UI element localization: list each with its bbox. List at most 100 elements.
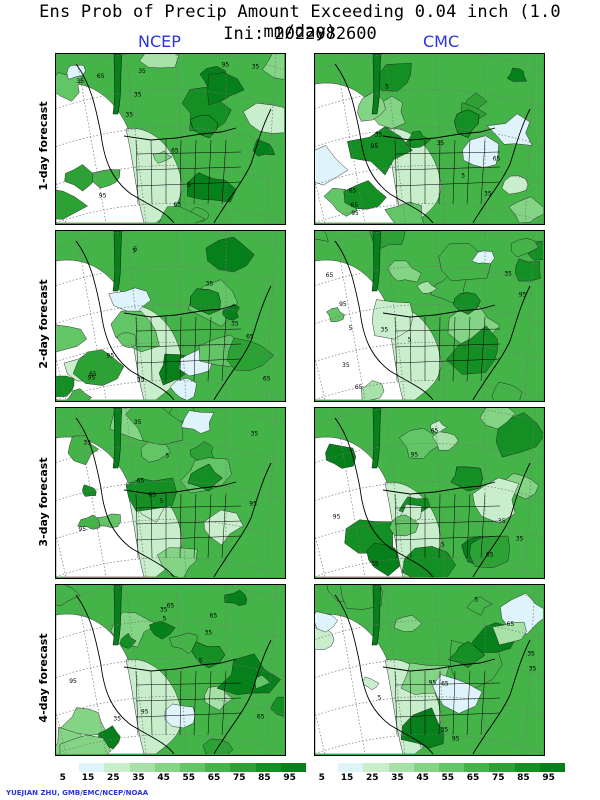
contour-label: 95 <box>452 735 460 742</box>
contour-label: 35 <box>138 68 146 75</box>
precip-probability-map: 65 95 35 5 65 35 95 5 35 <box>56 408 284 577</box>
legend-swatch <box>205 763 231 772</box>
contour-label: 5 <box>134 246 138 253</box>
map-panel-cmc-day-1: 65 95 5 35 65 35 95 5 35 65 <box>314 53 545 225</box>
legend-label: 95 <box>283 773 296 783</box>
contour-label: 65 <box>137 478 145 485</box>
legend-label: 5 <box>318 773 325 783</box>
contour-label: 95 <box>78 526 86 533</box>
legend-label: 25 <box>365 773 379 783</box>
contour-label: 35 <box>76 78 84 85</box>
map-panel-ncep-day-2: 95 65 35 5 35 65 95 35 5 65 <box>55 230 286 402</box>
legend-swatch <box>104 763 130 772</box>
contour-label: 35 <box>206 281 214 288</box>
contour-label: 35 <box>504 271 512 278</box>
map-panel-cmc-day-2: 35 65 95 5 35 65 35 95 5 <box>314 230 545 402</box>
map-panel-cmc-day-4: 35 65 95 5 35 65 35 95 5 <box>314 584 545 756</box>
legend-swatch <box>514 763 540 772</box>
legend-swatch <box>255 763 281 772</box>
map-panel-cmc-day-3: 95 65 35 5 35 65 95 35 <box>314 407 545 579</box>
contour-label: 5 <box>385 84 389 91</box>
contour-label: 5 <box>163 615 167 622</box>
contour-label: 5 <box>160 498 164 505</box>
row-label-day-2: 2-day forecast <box>37 279 50 369</box>
contour-label: 5 <box>474 597 478 604</box>
chart-title: Ens Prob of Precip Amount Exceeding 0.04… <box>39 2 561 42</box>
legend-swatch <box>280 763 307 772</box>
contour-label: 65 <box>431 427 439 434</box>
contour-label: 95 <box>141 708 149 715</box>
contour-label: 35 <box>231 321 239 328</box>
contour-label: 5 <box>349 325 353 332</box>
legend-swatch <box>180 763 206 772</box>
contour-label: 65 <box>441 681 449 688</box>
legend-label: 35 <box>132 773 145 783</box>
contour-label: 5 <box>408 337 412 344</box>
precip-probability-map: 35 35 65 95 35 5 65 35 95 35 65 <box>56 54 284 223</box>
contour-label: 35 <box>381 327 389 334</box>
contour-label: 65 <box>351 202 359 209</box>
legend-label: 85 <box>258 773 271 783</box>
map-panel-ncep-day-3: 65 95 35 5 65 35 95 5 35 <box>55 407 286 579</box>
row-label-day-4: 4-day forecast <box>37 633 50 723</box>
contour-label: 95 <box>351 210 359 217</box>
contour-label: 35 <box>342 362 350 369</box>
contour-label: 5 <box>187 182 191 189</box>
legend-swatch <box>539 763 566 772</box>
legend-swatch <box>338 763 364 772</box>
legend-labels-cmc: 5 15 25 35 45 55 65 75 85 95 <box>313 773 565 785</box>
row-label-day-3: 3-day forecast <box>37 457 50 547</box>
contour-label: 95 <box>339 301 347 308</box>
legend-swatch <box>154 763 181 772</box>
legend-label: 75 <box>232 773 246 783</box>
contour-label: 65 <box>148 492 156 499</box>
contour-label: 65 <box>89 371 97 378</box>
contour-label: 35 <box>529 665 537 672</box>
contour-label: 95 <box>222 61 230 68</box>
contour-label: 95 <box>333 514 341 521</box>
map-panel-ncep-day-4: 65 35 95 5 35 65 95 35 5 65 <box>55 584 286 756</box>
contour-label: 95 <box>429 679 437 686</box>
contour-label: 65 <box>246 333 254 340</box>
contour-label: 35 <box>371 561 379 568</box>
legend-label: 45 <box>416 773 429 783</box>
legend-swatch <box>464 763 490 772</box>
contour-label: 35 <box>113 715 121 722</box>
contour-label: 65 <box>97 73 105 80</box>
contour-label: 65 <box>263 376 271 383</box>
contour-label: 65 <box>493 156 501 163</box>
contour-label: 35 <box>375 132 383 139</box>
contour-label: 35 <box>134 419 142 426</box>
credit-text: YUEJIAN ZHU, GMB/EMC/NCEP/NOAA <box>6 789 149 797</box>
legend-swatch <box>54 763 80 772</box>
contour-label: 35 <box>498 518 506 525</box>
contour-label: 35 <box>484 190 492 197</box>
legend-label: 25 <box>106 773 120 783</box>
legend-label: 65 <box>466 773 480 783</box>
init-time: Ini: 2022082600 <box>223 24 377 44</box>
legend-swatch <box>388 763 414 772</box>
contour-label: 35 <box>205 630 213 637</box>
contour-label: 65 <box>167 602 175 609</box>
legend-swatch <box>230 763 256 772</box>
legend-label: 35 <box>391 773 404 783</box>
contour-label: 5 <box>199 658 203 665</box>
legend-bar-cmc <box>313 763 566 772</box>
contour-label: 35 <box>527 650 535 657</box>
contour-label: 65 <box>507 621 515 628</box>
map-panel-ncep-day-1: 35 35 65 95 35 5 65 35 95 35 65 <box>55 53 286 225</box>
contour-label: 5 <box>378 694 382 701</box>
contour-label: 95 <box>519 292 527 299</box>
legend-label: 75 <box>491 773 505 783</box>
contour-label: 5 <box>165 453 169 460</box>
legend-label: 55 <box>441 773 455 783</box>
contour-label: 95 <box>411 452 419 459</box>
legend-swatch <box>489 763 515 772</box>
row-label-day-1: 1-day forecast <box>37 101 50 191</box>
contour-label: 65 <box>210 613 218 620</box>
contour-label: 35 <box>137 377 145 384</box>
legend-labels-ncep: 5 15 25 35 45 55 65 75 85 95 <box>54 773 306 785</box>
contour-label: 35 <box>251 431 259 438</box>
